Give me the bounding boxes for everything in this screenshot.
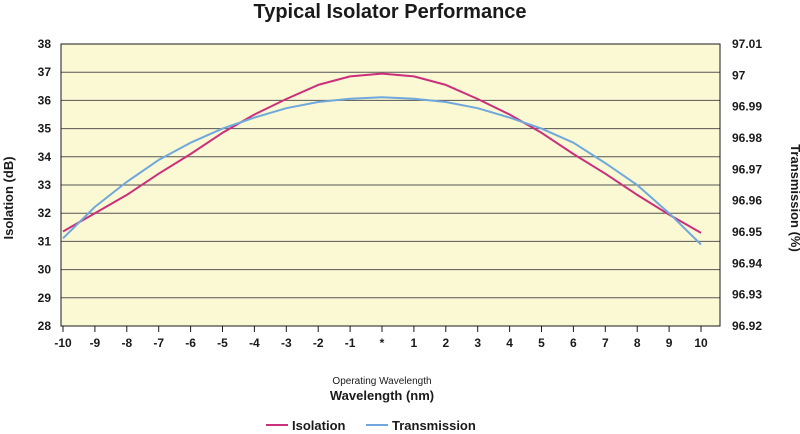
x-tick-label: 3 [474,336,481,350]
x-tick-label: -8 [121,336,132,350]
x-tick-label: 8 [634,336,641,350]
y-left-tick-label: 33 [38,178,52,192]
x-tick-label: * [380,336,385,350]
x-tick-label: 4 [506,336,513,350]
gridlines [61,71,720,299]
x-tick-label: 1 [411,336,418,350]
y-left-tick-label: 31 [38,234,52,248]
y-right-tick-label: 96.95 [732,225,762,239]
x-tick-label: -10 [54,336,72,350]
y-right-ticks: 96.92 96.93 96.94 96.95 96.96 96.97 96.98 96.99… [732,37,762,333]
y-left-tick-label: 35 [38,122,52,136]
y-right-tick-label: 97.01 [732,37,762,51]
legend-label-isolation: Isolation [292,418,346,433]
x-tick-label: -4 [249,336,260,350]
x-tick-label: 6 [570,336,577,350]
x-axis-sublabel: Operating Wavelength [332,376,431,387]
y-right-tick-label: 96.99 [732,100,762,114]
y-right-tick-label: 96.96 [732,194,762,208]
y-left-tick-label: 30 [38,263,52,277]
y-left-tick-label: 29 [38,291,52,305]
y-left-tick-label: 34 [38,150,52,164]
y-right-tick-label: 96.98 [732,131,762,145]
x-ticks: -10 -9 -8 -7 -6 -5 -4 -3 -2 -1 * 1 2 3 4 5 6 7 8 9 10 [54,326,708,350]
legend-label-transmission: Transmission [392,418,476,433]
x-tick-label: -2 [313,336,324,350]
y-left-tick-label: 38 [38,37,52,51]
x-tick-label: -6 [185,336,196,350]
y-left-tick-label: 28 [38,319,52,333]
x-tick-label: 7 [602,336,609,350]
x-tick-label: -1 [345,336,356,350]
y-left-tick-label: 37 [38,65,52,79]
chart-title: Typical Isolator Performance [253,1,526,23]
x-tick-label: -5 [217,336,228,350]
x-tick-label: 10 [694,336,708,350]
y-left-axis-label: Isolation (dB) [1,156,16,239]
y-right-tick-label: 96.94 [732,256,762,270]
x-axis-label: Wavelength (nm) [330,388,434,403]
x-tick-label: -7 [153,336,164,350]
y-left-tick-label: 32 [38,206,52,220]
series-line-isolation [62,72,702,234]
series-lines [62,72,702,246]
plot-frame [60,43,721,327]
y-left-ticks: 28 29 30 31 32 33 34 35 36 37 38 [38,37,52,333]
x-tick-label: -3 [281,336,292,350]
x-tick-label: -9 [90,336,101,350]
x-tick-label: 5 [538,336,545,350]
y-right-tick-label: 96.97 [732,162,762,176]
series-line-transmission [62,96,702,246]
y-right-tick-label: 96.93 [732,288,762,302]
x-tick-label: 9 [666,336,673,350]
y-right-tick-label: 97 [732,68,746,82]
y-right-axis-label: Transmission (%) [788,144,800,252]
y-right-tick-label: 96.92 [732,319,762,333]
y-left-tick-label: 36 [38,93,52,107]
x-tick-label: 2 [442,336,449,350]
legend: Isolation Transmission [266,418,476,433]
